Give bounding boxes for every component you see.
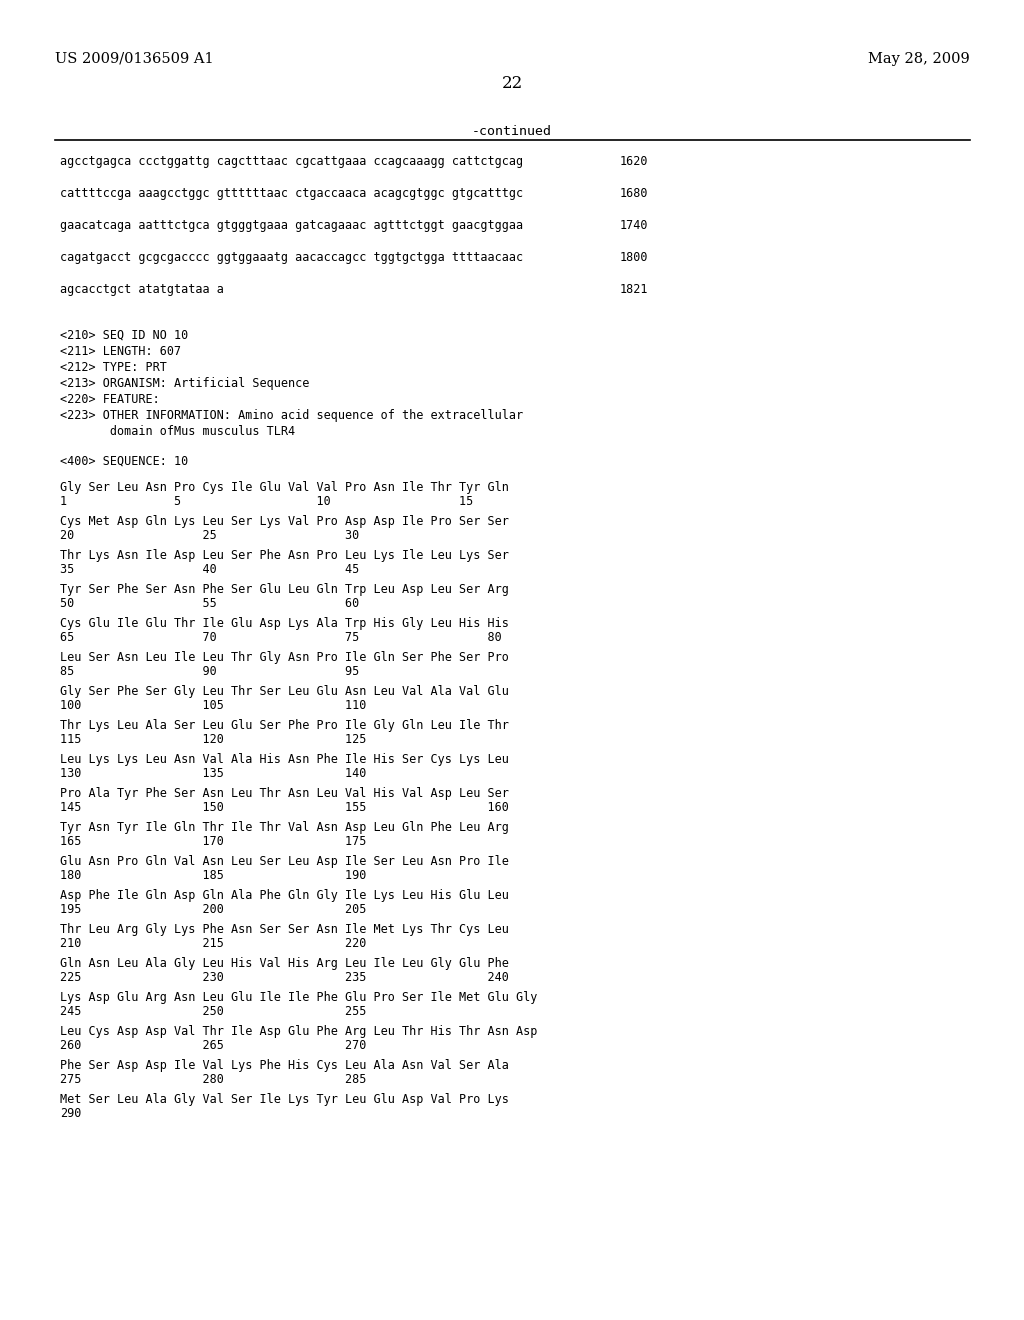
Text: Asp Phe Ile Gln Asp Gln Ala Phe Gln Gly Ile Lys Leu His Glu Leu: Asp Phe Ile Gln Asp Gln Ala Phe Gln Gly … (60, 888, 509, 902)
Text: Phe Ser Asp Asp Ile Val Lys Phe His Cys Leu Ala Asn Val Ser Ala: Phe Ser Asp Asp Ile Val Lys Phe His Cys … (60, 1059, 509, 1072)
Text: <212> TYPE: PRT: <212> TYPE: PRT (60, 360, 167, 374)
Text: 260                 265                 270: 260 265 270 (60, 1039, 367, 1052)
Text: 1               5                   10                  15: 1 5 10 15 (60, 495, 473, 508)
Text: Met Ser Leu Ala Gly Val Ser Ile Lys Tyr Leu Glu Asp Val Pro Lys: Met Ser Leu Ala Gly Val Ser Ile Lys Tyr … (60, 1093, 509, 1106)
Text: Thr Lys Leu Ala Ser Leu Glu Ser Phe Pro Ile Gly Gln Leu Ile Thr: Thr Lys Leu Ala Ser Leu Glu Ser Phe Pro … (60, 719, 509, 733)
Text: cattttccga aaagcctggc gttttttaac ctgaccaaca acagcgtggc gtgcatttgc: cattttccga aaagcctggc gttttttaac ctgacca… (60, 187, 523, 201)
Text: 115                 120                 125: 115 120 125 (60, 733, 367, 746)
Text: agcacctgct atatgtataa a: agcacctgct atatgtataa a (60, 282, 224, 296)
Text: US 2009/0136509 A1: US 2009/0136509 A1 (55, 51, 214, 66)
Text: 145                 150                 155                 160: 145 150 155 160 (60, 801, 509, 814)
Text: 210                 215                 220: 210 215 220 (60, 937, 367, 950)
Text: 65                  70                  75                  80: 65 70 75 80 (60, 631, 502, 644)
Text: 1740: 1740 (620, 219, 648, 232)
Text: 195                 200                 205: 195 200 205 (60, 903, 367, 916)
Text: -continued: -continued (472, 125, 552, 139)
Text: Thr Leu Arg Gly Lys Phe Asn Ser Ser Asn Ile Met Lys Thr Cys Leu: Thr Leu Arg Gly Lys Phe Asn Ser Ser Asn … (60, 923, 509, 936)
Text: domain ofMus musculus TLR4: domain ofMus musculus TLR4 (60, 425, 295, 438)
Text: 165                 170                 175: 165 170 175 (60, 836, 367, 847)
Text: 20                  25                  30: 20 25 30 (60, 529, 359, 543)
Text: <400> SEQUENCE: 10: <400> SEQUENCE: 10 (60, 455, 188, 469)
Text: 85                  90                  95: 85 90 95 (60, 665, 359, 678)
Text: gaacatcaga aatttctgca gtgggtgaaa gatcagaaac agtttctggt gaacgtggaa: gaacatcaga aatttctgca gtgggtgaaa gatcaga… (60, 219, 523, 232)
Text: 130                 135                 140: 130 135 140 (60, 767, 367, 780)
Text: <211> LENGTH: 607: <211> LENGTH: 607 (60, 345, 181, 358)
Text: Cys Met Asp Gln Lys Leu Ser Lys Val Pro Asp Asp Ile Pro Ser Ser: Cys Met Asp Gln Lys Leu Ser Lys Val Pro … (60, 515, 509, 528)
Text: <213> ORGANISM: Artificial Sequence: <213> ORGANISM: Artificial Sequence (60, 378, 309, 389)
Text: Gly Ser Leu Asn Pro Cys Ile Glu Val Val Pro Asn Ile Thr Tyr Gln: Gly Ser Leu Asn Pro Cys Ile Glu Val Val … (60, 480, 509, 494)
Text: Tyr Asn Tyr Ile Gln Thr Ile Thr Val Asn Asp Leu Gln Phe Leu Arg: Tyr Asn Tyr Ile Gln Thr Ile Thr Val Asn … (60, 821, 509, 834)
Text: 50                  55                  60: 50 55 60 (60, 597, 359, 610)
Text: Thr Lys Asn Ile Asp Leu Ser Phe Asn Pro Leu Lys Ile Leu Lys Ser: Thr Lys Asn Ile Asp Leu Ser Phe Asn Pro … (60, 549, 509, 562)
Text: 1680: 1680 (620, 187, 648, 201)
Text: 1800: 1800 (620, 251, 648, 264)
Text: 22: 22 (502, 75, 522, 92)
Text: Leu Ser Asn Leu Ile Leu Thr Gly Asn Pro Ile Gln Ser Phe Ser Pro: Leu Ser Asn Leu Ile Leu Thr Gly Asn Pro … (60, 651, 509, 664)
Text: 275                 280                 285: 275 280 285 (60, 1073, 367, 1086)
Text: Lys Asp Glu Arg Asn Leu Glu Ile Ile Phe Glu Pro Ser Ile Met Glu Gly: Lys Asp Glu Arg Asn Leu Glu Ile Ile Phe … (60, 991, 538, 1005)
Text: <223> OTHER INFORMATION: Amino acid sequence of the extracellular: <223> OTHER INFORMATION: Amino acid sequ… (60, 409, 523, 422)
Text: Tyr Ser Phe Ser Asn Phe Ser Glu Leu Gln Trp Leu Asp Leu Ser Arg: Tyr Ser Phe Ser Asn Phe Ser Glu Leu Gln … (60, 583, 509, 597)
Text: 290: 290 (60, 1107, 81, 1119)
Text: <220> FEATURE:: <220> FEATURE: (60, 393, 160, 407)
Text: 1821: 1821 (620, 282, 648, 296)
Text: 35                  40                  45: 35 40 45 (60, 564, 359, 576)
Text: Pro Ala Tyr Phe Ser Asn Leu Thr Asn Leu Val His Val Asp Leu Ser: Pro Ala Tyr Phe Ser Asn Leu Thr Asn Leu … (60, 787, 509, 800)
Text: 245                 250                 255: 245 250 255 (60, 1005, 367, 1018)
Text: May 28, 2009: May 28, 2009 (868, 51, 970, 66)
Text: 225                 230                 235                 240: 225 230 235 240 (60, 972, 509, 983)
Text: Leu Cys Asp Asp Val Thr Ile Asp Glu Phe Arg Leu Thr His Thr Asn Asp: Leu Cys Asp Asp Val Thr Ile Asp Glu Phe … (60, 1026, 538, 1038)
Text: <210> SEQ ID NO 10: <210> SEQ ID NO 10 (60, 329, 188, 342)
Text: 100                 105                 110: 100 105 110 (60, 700, 367, 711)
Text: agcctgagca ccctggattg cagctttaac cgcattgaaa ccagcaaagg cattctgcag: agcctgagca ccctggattg cagctttaac cgcattg… (60, 154, 523, 168)
Text: Leu Lys Lys Leu Asn Val Ala His Asn Phe Ile His Ser Cys Lys Leu: Leu Lys Lys Leu Asn Val Ala His Asn Phe … (60, 752, 509, 766)
Text: Cys Glu Ile Glu Thr Ile Glu Asp Lys Ala Trp His Gly Leu His His: Cys Glu Ile Glu Thr Ile Glu Asp Lys Ala … (60, 616, 509, 630)
Text: cagatgacct gcgcgacccc ggtggaaatg aacaccagcc tggtgctgga ttttaacaac: cagatgacct gcgcgacccc ggtggaaatg aacacca… (60, 251, 523, 264)
Text: 1620: 1620 (620, 154, 648, 168)
Text: Gly Ser Phe Ser Gly Leu Thr Ser Leu Glu Asn Leu Val Ala Val Glu: Gly Ser Phe Ser Gly Leu Thr Ser Leu Glu … (60, 685, 509, 698)
Text: 180                 185                 190: 180 185 190 (60, 869, 367, 882)
Text: Glu Asn Pro Gln Val Asn Leu Ser Leu Asp Ile Ser Leu Asn Pro Ile: Glu Asn Pro Gln Val Asn Leu Ser Leu Asp … (60, 855, 509, 869)
Text: Gln Asn Leu Ala Gly Leu His Val His Arg Leu Ile Leu Gly Glu Phe: Gln Asn Leu Ala Gly Leu His Val His Arg … (60, 957, 509, 970)
